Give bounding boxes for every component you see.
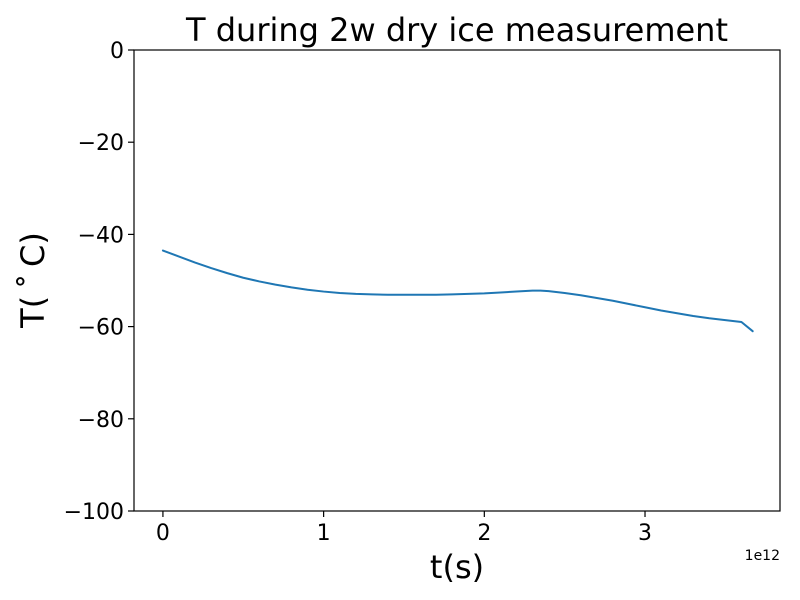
y-tick-label: −80 [78,408,124,433]
y-tick-label: 0 [110,39,124,64]
y-tick-label: −100 [64,500,124,525]
x-axis-offset-label: 1e12 [745,548,780,564]
x-tick-label: 0 [156,521,170,546]
x-axis-title: t(s) [430,548,484,586]
x-tick-label: 1 [317,521,331,546]
y-tick-label: −20 [78,131,124,156]
series-layer [161,249,754,333]
plot-frame [133,49,781,512]
y-axis-title: T( ˚ C) [14,232,52,329]
x-axis-ticks: 0 1 2 3 [156,511,652,546]
x-tick-label: 2 [477,521,491,546]
chart-title: T during 2w dry ice measurement [185,11,728,49]
plot-area: 0 −20 −40 −60 −80 −100 0 1 2 3 [64,39,781,546]
y-axis-ticks: 0 −20 −40 −60 −80 −100 [64,39,134,525]
x-tick-label: 3 [638,521,652,546]
y-tick-label: −60 [78,316,124,341]
y-tick-label: −40 [78,223,124,248]
series-line [161,249,754,333]
